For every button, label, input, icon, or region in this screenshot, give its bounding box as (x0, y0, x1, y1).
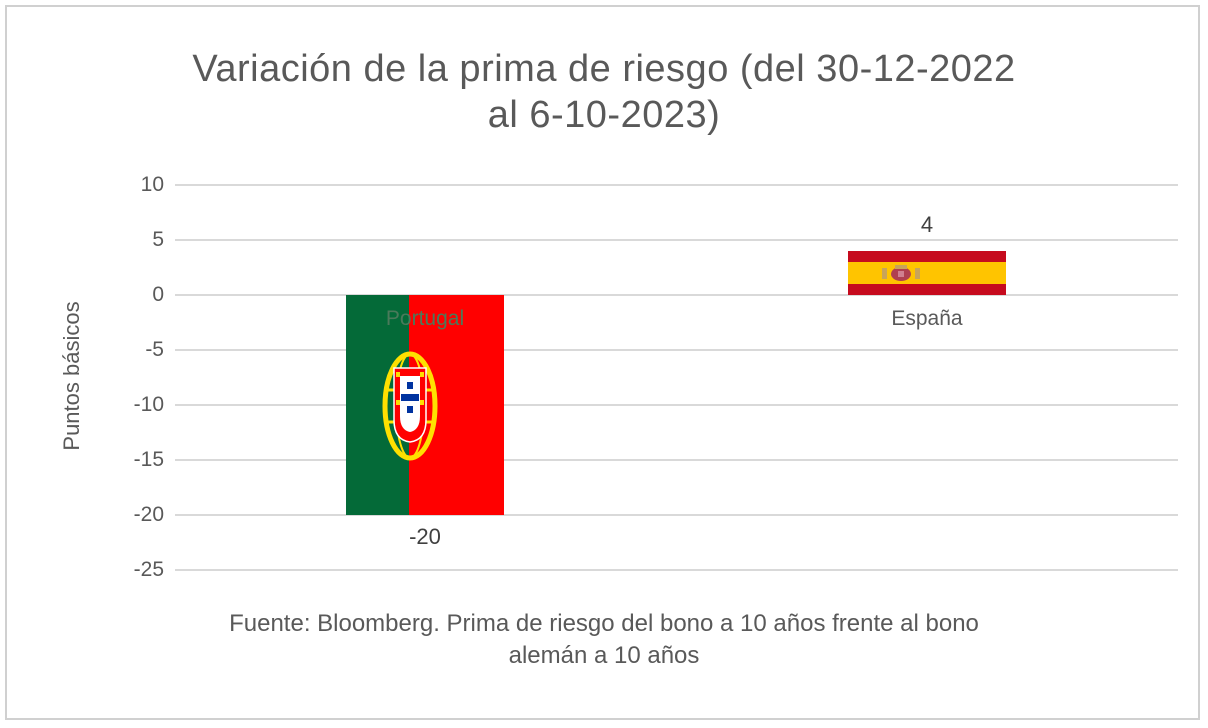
gridline-5 (175, 239, 1178, 241)
y-tick-label: -25 (133, 558, 164, 581)
y-tick-label: -15 (133, 448, 164, 471)
data-label-portugal: -20 (409, 524, 441, 549)
bar-portugal (346, 295, 504, 515)
data-label-espana: 4 (920, 212, 934, 237)
gridline-0 (175, 294, 1178, 296)
gridline-minus-5 (175, 349, 1178, 351)
gridline-minus-20 (175, 514, 1178, 516)
gridline-10 (175, 184, 1178, 186)
chart-frame (5, 5, 1200, 720)
y-tick-label: 0 (152, 283, 164, 306)
source-note: Fuente: Bloomberg. Prima de riesgo del b… (0, 608, 1208, 672)
category-label-espana: España (891, 307, 963, 330)
y-tick-label: -5 (145, 338, 164, 361)
spain-coat-of-arms-icon (882, 265, 920, 281)
gridline-minus-10 (175, 404, 1178, 406)
chart-title: Variación de la prima de riesgo (del 30-… (0, 46, 1208, 138)
bar-espana (848, 251, 1006, 295)
portugal-coat-of-arms-icon (382, 351, 438, 461)
y-tick-label: 10 (140, 173, 164, 196)
category-label-portugal: Portugal (385, 307, 465, 330)
gridline-minus-15 (175, 459, 1178, 461)
gridline-minus-25 (175, 569, 1178, 571)
spain-flag-red-top (848, 251, 1006, 262)
chart-title-line-2: al 6-10-2023) (487, 94, 721, 136)
y-tick-label: -10 (133, 393, 164, 416)
y-axis-label: Puntos básicos (59, 301, 84, 451)
chart-title-line-1: Variación de la prima de riesgo (del 30-… (192, 48, 1016, 90)
source-note-line-2: alemán a 10 años (508, 642, 700, 669)
y-tick-label: 5 (152, 228, 164, 251)
source-note-line-1: Fuente: Bloomberg. Prima de riesgo del b… (229, 610, 979, 637)
y-tick-label: -20 (133, 503, 164, 526)
spain-flag-yellow (848, 262, 1006, 284)
spain-flag-red-bottom (848, 284, 1006, 295)
